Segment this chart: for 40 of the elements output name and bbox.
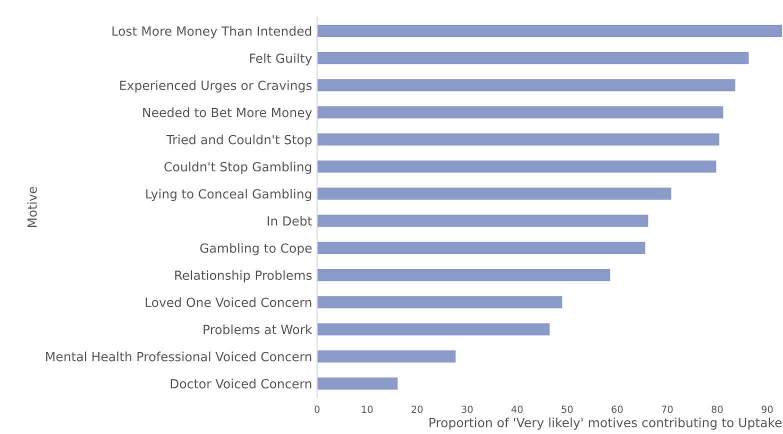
- y-tick-label: Lost More Money Than Intended: [112, 26, 312, 38]
- bar: [317, 377, 398, 390]
- x-tick-label: 60: [612, 406, 623, 413]
- bar: [317, 133, 720, 146]
- y-tick-label: Mental Health Professional Voiced Concern: [46, 352, 312, 362]
- y-tick-label: Felt Guilty: [250, 53, 312, 66]
- y-tick-label: Lying to Conceal Gambling: [146, 188, 312, 202]
- y-tick-label: Loved One Voiced Concern: [146, 297, 312, 308]
- x-tick-label: 10: [362, 406, 373, 413]
- x-tick-label: 70: [662, 406, 673, 413]
- x-axis-title: Proportion of 'Very likely' motives contributing to Uptake: [430, 418, 782, 430]
- bar: [317, 188, 672, 200]
- bar: [317, 79, 736, 92]
- x-tick-label: 90: [762, 406, 773, 413]
- y-axis-title: Motive: [27, 186, 37, 227]
- bar: [317, 242, 646, 254]
- y-tick-label: Problems at Work: [204, 324, 312, 334]
- y-tick-label: Tried and Couldn't Stop: [166, 134, 312, 147]
- x-tick-label: 80: [712, 406, 723, 413]
- y-tick-label: Gambling to Cope: [200, 243, 312, 256]
- y-tick-label: Relationship Problems: [175, 270, 312, 282]
- bar: [317, 160, 716, 173]
- bar: [317, 106, 724, 118]
- x-tick-label: 40: [511, 406, 523, 413]
- x-tick-label: 50: [562, 406, 573, 413]
- y-tick-label: Couldn't Stop Gambling: [164, 162, 312, 174]
- bar: [317, 52, 749, 64]
- y-tick-label: In Debt: [268, 216, 312, 226]
- y-tick-label: Needed to Bet More Money: [143, 108, 312, 120]
- x-tick-label: 0: [314, 406, 320, 413]
- y-tick-label: Experienced Urges or Cravings: [120, 80, 312, 93]
- bar: [317, 24, 782, 38]
- y-tick-label: Doctor Voiced Concern: [170, 378, 312, 388]
- bar: [317, 296, 562, 308]
- bar: [317, 350, 456, 363]
- bar: [317, 214, 648, 227]
- x-tick-label: 20: [412, 406, 423, 413]
- bar: [317, 323, 550, 336]
- bar: [317, 268, 610, 282]
- x-tick-label: 30: [462, 406, 473, 413]
